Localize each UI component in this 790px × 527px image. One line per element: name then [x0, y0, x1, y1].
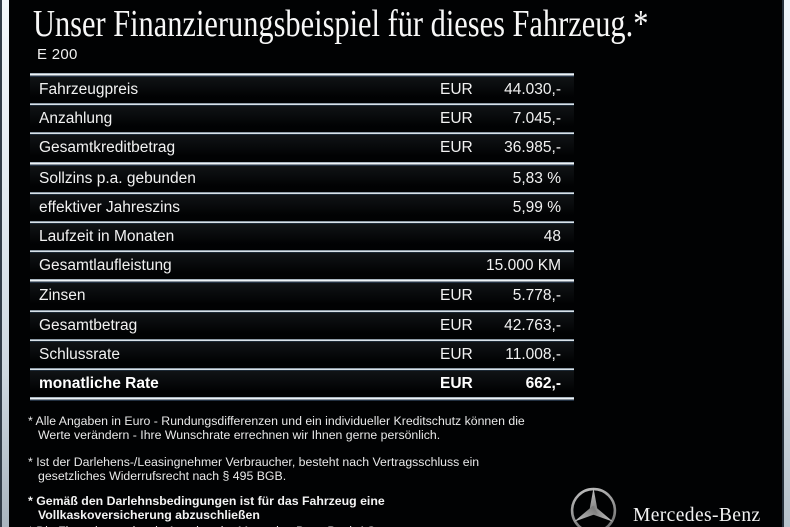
table-divider	[30, 279, 574, 284]
table-row-monatliche-rate: monatliche Rate EUR 662,-	[30, 370, 574, 398]
table-divider	[30, 250, 574, 254]
footnote-line: Vollkaskoversicherung abzuschließen	[38, 507, 260, 522]
content-area: Unser Finanzierungsbeispiel für dieses F…	[9, 0, 782, 527]
right-edge-strip	[784, 0, 790, 527]
brand-wordmark: Mercedes-Benz	[633, 505, 761, 526]
table-row-fahrzeugpreis: Fahrzeugpreis EUR 44.030,-	[30, 77, 574, 104]
row-label: Sollzins p.a. gebunden	[39, 169, 196, 187]
table-divider	[30, 73, 574, 77]
finance-table: Fahrzeugpreis EUR 44.030,- Anzahlung EUR…	[30, 73, 574, 402]
footnote-line: gesetzliches Widerrufsrecht nach § 495 B…	[38, 468, 287, 483]
footnote-vollkasko: * Gemäß den Darlehnsbedingungen ist für …	[28, 494, 608, 522]
footnote-line: * Die Finanzierung ist ein Angebot der M…	[28, 524, 608, 527]
mercedes-star-icon	[570, 487, 617, 527]
footnotes: * Alle Angaben in Euro - Rundungsdiffere…	[28, 414, 608, 527]
row-value: 42.763,-	[504, 316, 561, 334]
row-label: Zinsen	[39, 287, 86, 305]
table-divider	[30, 132, 574, 136]
row-label: Gesamtkreditbetrag	[39, 139, 176, 157]
footnote-widerrufsrecht: * Ist der Darlehens-/Leasingnehmer Verbr…	[28, 455, 608, 483]
footnote-rundungsdifferenzen: * Alle Angaben in Euro - Rundungsdiffere…	[28, 414, 608, 442]
row-label: Schlussrate	[39, 345, 120, 363]
row-value: 15.000 KM	[486, 257, 561, 275]
table-divider	[30, 103, 574, 107]
footnote-line: * Ist der Darlehens-/Leasingnehmer Verbr…	[28, 455, 480, 469]
footnote-bank: * Die Finanzierung ist ein Angebot der M…	[28, 524, 608, 527]
table-row-gesamtkreditbetrag: Gesamtkreditbetrag EUR 36.985,-	[30, 135, 574, 162]
row-label: Anzahlung	[39, 110, 113, 128]
row-label: Gesamtbetrag	[39, 316, 138, 334]
row-currency: EUR	[440, 139, 473, 157]
row-currency: EUR	[440, 316, 473, 334]
row-value: 5,99 %	[512, 198, 561, 216]
table-row-zinsen: Zinsen EUR 5.778,-	[30, 283, 574, 310]
row-label: monatliche Rate	[39, 374, 159, 392]
table-divider	[30, 367, 574, 371]
row-label: Fahrzeugpreis	[39, 81, 139, 99]
page-title: Unser Finanzierungsbeispiel für dieses F…	[33, 3, 649, 45]
table-row-gesamtlaufleistung: Gesamtlaufleistung 15.000 KM	[30, 253, 574, 280]
right-edge-line	[782, 0, 784, 527]
row-value: 662,-	[525, 374, 561, 392]
row-value: 5.778,-	[512, 287, 561, 305]
table-divider	[30, 309, 574, 313]
footnote-line: * Alle Angaben in Euro - Rundungsdiffere…	[28, 414, 525, 428]
row-value: 5,83 %	[512, 169, 561, 187]
table-row-laufzeit: Laufzeit in Monaten 48	[30, 223, 574, 251]
table-divider	[30, 220, 574, 224]
row-currency: EUR	[440, 345, 473, 363]
table-row-gesamtbetrag: Gesamtbetrag EUR 42.763,-	[30, 312, 574, 339]
table-divider	[30, 161, 574, 166]
model-label: E 200	[37, 46, 78, 63]
row-currency: EUR	[440, 287, 473, 305]
row-currency: EUR	[440, 374, 473, 392]
row-value: 7.045,-	[512, 110, 561, 128]
row-value: 36.985,-	[504, 139, 561, 157]
table-row-sollzins: Sollzins p.a. gebunden 5,83 %	[30, 165, 574, 192]
table-divider	[30, 397, 574, 402]
table-divider	[30, 191, 574, 195]
row-label: effektiver Jahreszins	[39, 198, 180, 216]
row-currency: EUR	[440, 110, 473, 128]
row-label: Laufzeit in Monaten	[39, 228, 175, 246]
table-divider	[30, 338, 574, 342]
left-edge-strip	[2, 0, 9, 527]
row-label: Gesamtlaufleistung	[39, 257, 172, 275]
row-value: 44.030,-	[504, 81, 561, 99]
footnote-line: * Gemäß den Darlehnsbedingungen ist für …	[28, 494, 385, 508]
footnote-line: Werte verändern - Ihre Wunschrate errech…	[38, 427, 441, 442]
table-row-schlussrate: Schlussrate EUR 11.008,-	[30, 341, 574, 368]
row-value: 11.008,-	[505, 345, 561, 363]
row-currency: EUR	[440, 81, 473, 99]
table-row-anzahlung: Anzahlung EUR 7.045,-	[30, 106, 574, 133]
table-row-effektiver-jahreszins: effektiver Jahreszins 5,99 %	[30, 194, 574, 221]
left-edge-line	[0, 0, 2, 527]
row-value: 48	[543, 228, 561, 246]
